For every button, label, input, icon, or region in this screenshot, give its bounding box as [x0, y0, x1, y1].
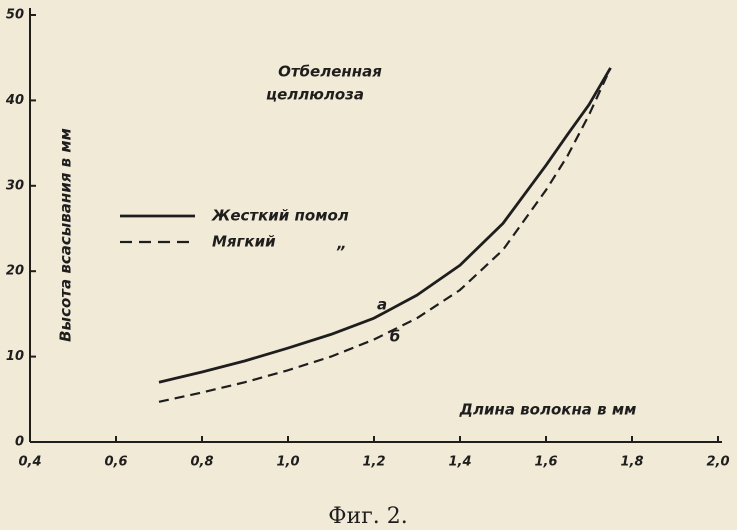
- x-axis-label: Длина волокна в мм: [459, 401, 637, 419]
- x-tick-label: 0,8: [190, 455, 213, 470]
- y-axis-label: Высота всасывания в мм: [57, 128, 75, 342]
- y-tick-label: 50: [6, 8, 24, 23]
- y-tick-label: 30: [6, 178, 24, 193]
- y-tick-label: 40: [5, 93, 24, 108]
- y-tick-label: 20: [6, 264, 24, 279]
- line: [158, 67, 612, 403]
- y-tick-label: 0: [15, 435, 24, 450]
- curve-label: а: [377, 296, 387, 314]
- legend-label: Мягкий: [212, 233, 276, 251]
- caption: Фиг. 2.: [328, 504, 407, 529]
- curve-label: б: [390, 328, 400, 346]
- annotation: Отбеленная: [278, 63, 382, 81]
- x-tick-label: 1,0: [276, 455, 299, 470]
- legend-label: Жесткий помол: [211, 207, 349, 225]
- legend-ditto: „: [336, 235, 347, 253]
- x-tick-label: 1,4: [448, 455, 471, 470]
- y-tick-label: 10: [6, 349, 24, 364]
- x-tick-label: 1,2: [362, 455, 385, 470]
- x-tick-label: 0,4: [18, 455, 41, 470]
- x-tick-label: 1,6: [534, 455, 557, 470]
- annotation: целлюлоза: [266, 86, 364, 104]
- x-tick-label: 2,0: [706, 455, 729, 470]
- x-tick-label: 0,6: [104, 455, 127, 470]
- line: [158, 67, 612, 384]
- x-tick-label: 1,8: [620, 455, 643, 470]
